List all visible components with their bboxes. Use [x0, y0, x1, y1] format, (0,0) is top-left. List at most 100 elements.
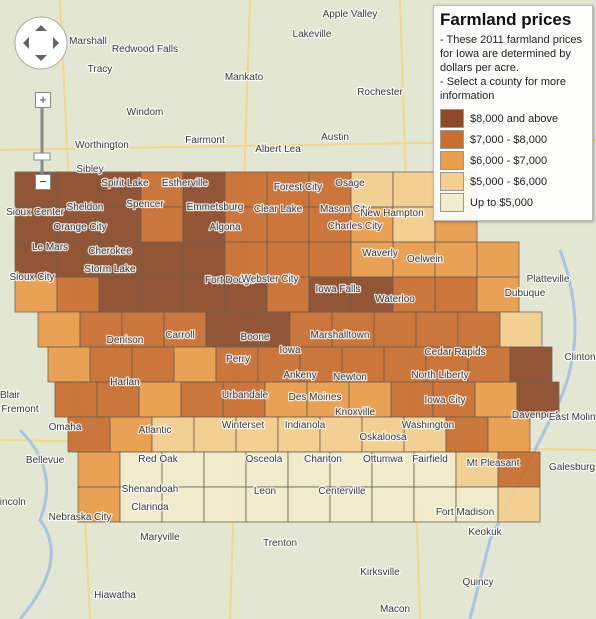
- county[interactable]: [215, 346, 259, 383]
- county[interactable]: [383, 346, 427, 383]
- place-label: Estherville: [162, 178, 209, 189]
- county[interactable]: [392, 206, 436, 243]
- county[interactable]: [403, 416, 447, 453]
- county[interactable]: [56, 171, 100, 208]
- county[interactable]: [224, 206, 268, 243]
- county[interactable]: [392, 171, 436, 208]
- county[interactable]: [497, 486, 541, 523]
- county[interactable]: [455, 451, 499, 488]
- county[interactable]: [224, 241, 268, 278]
- place-label: Harlan: [110, 377, 139, 388]
- county[interactable]: [509, 346, 553, 383]
- county[interactable]: [455, 486, 499, 523]
- legend-note: - Select a county for more information: [440, 76, 566, 102]
- county[interactable]: [266, 276, 310, 313]
- county[interactable]: [413, 486, 457, 523]
- county[interactable]: [308, 241, 352, 278]
- county[interactable]: [245, 486, 289, 523]
- county[interactable]: [163, 311, 207, 348]
- county[interactable]: [434, 241, 478, 278]
- county[interactable]: [161, 486, 205, 523]
- county[interactable]: [499, 311, 543, 348]
- county[interactable]: [224, 276, 268, 313]
- county[interactable]: [182, 206, 226, 243]
- county[interactable]: [516, 381, 560, 418]
- county[interactable]: [193, 416, 237, 453]
- county[interactable]: [319, 416, 363, 453]
- county[interactable]: [222, 381, 266, 418]
- county[interactable]: [445, 416, 489, 453]
- county[interactable]: [161, 451, 205, 488]
- county[interactable]: [98, 276, 142, 313]
- place-label: Osceola: [246, 454, 283, 465]
- county[interactable]: [77, 486, 121, 523]
- county[interactable]: [373, 311, 417, 348]
- county[interactable]: [180, 381, 224, 418]
- county[interactable]: [56, 241, 100, 278]
- county[interactable]: [299, 346, 343, 383]
- county[interactable]: [138, 381, 182, 418]
- pan-control[interactable]: [14, 16, 68, 70]
- county[interactable]: [371, 451, 415, 488]
- county[interactable]: [487, 416, 531, 453]
- county[interactable]: [497, 451, 541, 488]
- place-label: Rochester: [357, 87, 403, 98]
- county[interactable]: [476, 241, 520, 278]
- county[interactable]: [140, 206, 184, 243]
- county[interactable]: [119, 486, 163, 523]
- county[interactable]: [348, 381, 392, 418]
- zoom-handle[interactable]: [33, 152, 51, 161]
- county[interactable]: [277, 416, 321, 453]
- county[interactable]: [47, 346, 91, 383]
- county[interactable]: [96, 381, 140, 418]
- county[interactable]: [140, 276, 184, 313]
- county[interactable]: [415, 311, 459, 348]
- county[interactable]: [182, 276, 226, 313]
- county[interactable]: [474, 381, 518, 418]
- county[interactable]: [432, 381, 476, 418]
- county[interactable]: [203, 451, 247, 488]
- county[interactable]: [121, 311, 165, 348]
- county[interactable]: [140, 241, 184, 278]
- zoom-in[interactable]: +: [35, 92, 51, 108]
- county[interactable]: [331, 311, 375, 348]
- county[interactable]: [266, 241, 310, 278]
- county[interactable]: [457, 311, 501, 348]
- county[interactable]: [203, 486, 247, 523]
- county[interactable]: [182, 241, 226, 278]
- county[interactable]: [235, 416, 279, 453]
- county[interactable]: [371, 486, 415, 523]
- place-label: Waterloo: [375, 294, 415, 305]
- county[interactable]: [350, 206, 394, 243]
- county[interactable]: [392, 276, 436, 313]
- county[interactable]: [476, 276, 520, 313]
- county[interactable]: [37, 311, 81, 348]
- county[interactable]: [247, 311, 291, 348]
- place-label: Austin: [321, 132, 349, 143]
- county[interactable]: [54, 381, 98, 418]
- zoom-out[interactable]: −: [35, 174, 51, 190]
- county[interactable]: [67, 416, 111, 453]
- county[interactable]: [434, 276, 478, 313]
- county[interactable]: [151, 416, 195, 453]
- county[interactable]: [173, 346, 217, 383]
- county[interactable]: [14, 206, 58, 243]
- place-label: Redwood Falls: [112, 44, 178, 55]
- county[interactable]: [266, 206, 310, 243]
- county[interactable]: [308, 206, 352, 243]
- county[interactable]: [245, 451, 289, 488]
- county[interactable]: [306, 381, 350, 418]
- county[interactable]: [329, 486, 373, 523]
- county[interactable]: [79, 311, 123, 348]
- county[interactable]: [264, 381, 308, 418]
- county[interactable]: [89, 346, 133, 383]
- county[interactable]: [308, 171, 352, 208]
- county[interactable]: [119, 451, 163, 488]
- county[interactable]: [56, 276, 100, 313]
- county[interactable]: [77, 451, 121, 488]
- county[interactable]: [287, 451, 331, 488]
- county[interactable]: [266, 171, 310, 208]
- place-label: Windom: [127, 107, 164, 118]
- county[interactable]: [350, 171, 394, 208]
